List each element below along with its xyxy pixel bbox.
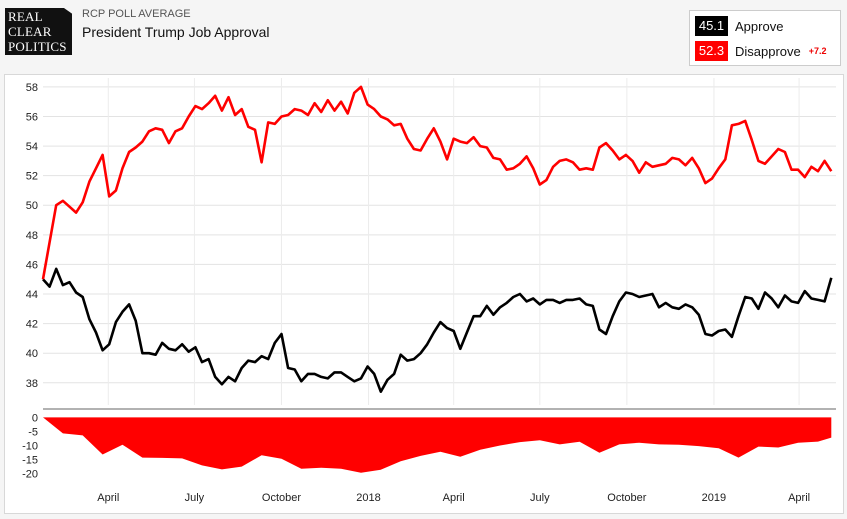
disapprove-value-badge: 52.3	[695, 41, 728, 61]
chart-supertitle: RCP POLL AVERAGE	[82, 8, 191, 20]
y-tick-label: 38	[26, 378, 38, 390]
approve-label: Approve	[735, 18, 784, 34]
disapprove-label: Disapprove	[735, 43, 801, 59]
series-line-disapprove	[41, 85, 833, 280]
x-tick-label: April	[443, 492, 465, 504]
series-line-approve	[42, 267, 833, 393]
spread-tick-label: -5	[28, 426, 38, 438]
spread-value: +7.2	[808, 46, 827, 56]
plot-area[interactable]: 38 40 42 44 46 48 50 52 54 56 58 0 -5 -10 -15 -20 April J…	[4, 74, 844, 514]
legend-box: 45.1 Approve 52.3 Disapprove +7.2	[689, 10, 841, 66]
approve-value-badge: 45.1	[695, 16, 728, 36]
spread-tick-label: -10	[22, 441, 38, 453]
y-tick-label: 54	[26, 141, 38, 153]
chart-title: President Trump Job Approval	[82, 24, 270, 40]
logo-line: REAL	[8, 9, 43, 24]
x-tick-label: April	[788, 492, 810, 504]
spread-tick-label: -15	[22, 455, 38, 467]
x-tick-label: October	[262, 492, 301, 504]
logo-line: CLEAR	[8, 24, 52, 39]
y-tick-label: 40	[26, 348, 38, 360]
x-tick-label: July	[185, 492, 205, 504]
x-tick-label: 2019	[702, 492, 726, 504]
x-tick-label: October	[607, 492, 646, 504]
y-tick-label: 46	[26, 259, 38, 271]
y-tick-label: 48	[26, 230, 38, 242]
rcp-logo[interactable]: REAL CLEAR POLITICS	[5, 8, 72, 55]
spread-tick-label: -20	[22, 469, 38, 481]
legend-approve[interactable]: 45.1 Approve	[695, 16, 783, 36]
chart-header: REAL CLEAR POLITICS RCP POLL AVERAGE Pre…	[0, 0, 847, 72]
y-tick-label: 58	[26, 82, 38, 94]
x-tick-label: July	[530, 492, 550, 504]
y-tick-label: 42	[26, 319, 38, 331]
y-tick-label: 56	[26, 111, 38, 123]
chart-svg[interactable]: 38 40 42 44 46 48 50 52 54 56 58 0 -5 -10 -15 -20 April J…	[5, 75, 843, 513]
x-tick-label: April	[97, 492, 119, 504]
logo-line: POLITICS	[8, 39, 67, 54]
y-tick-label: 52	[26, 171, 38, 183]
legend-disapprove[interactable]: 52.3 Disapprove +7.2	[695, 41, 827, 61]
y-tick-label: 44	[26, 289, 38, 301]
spread-tick-label: 0	[32, 412, 38, 424]
x-tick-label: 2018	[356, 492, 380, 504]
spread-area	[43, 417, 832, 473]
y-tick-label: 50	[26, 200, 38, 212]
